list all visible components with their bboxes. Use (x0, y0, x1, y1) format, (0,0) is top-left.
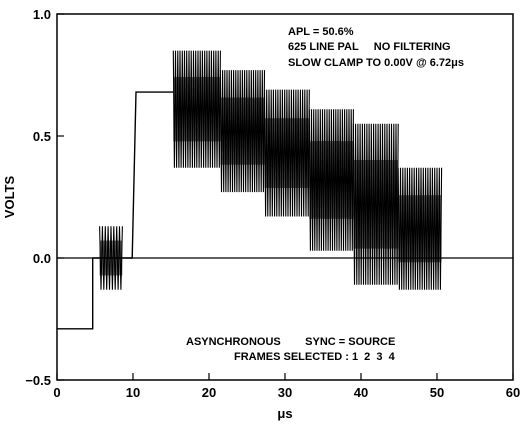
x-tick-label-20: 20 (202, 385, 216, 400)
chroma-step-3-core (264, 118, 310, 188)
waveform-trace-0 (57, 91, 174, 330)
annotation-pal-filter: 625 LINE PAL NO FILTERING (288, 41, 451, 53)
x-tick-label-0: 0 (53, 385, 60, 400)
waveform-group (57, 50, 443, 330)
y-tick-label-3: 1.0 (33, 7, 51, 22)
annotation-frames: FRAMES SELECTED : 1 2 3 4 (234, 351, 396, 363)
chroma-step-6-core (398, 195, 442, 263)
annotation-sync: ASYNCHRONOUS SYNC = SOURCE (186, 336, 395, 348)
y-tick-label-1: 0.0 (33, 251, 51, 266)
y-axis-title: VOLTS (2, 175, 17, 218)
x-axis-title: μs (277, 406, 292, 421)
x-tick-label-50: 50 (430, 385, 444, 400)
chroma-step-4-core (309, 141, 354, 219)
ticks-group: 0 10 20 30 40 50 60 −0.5 0.0 0.5 1.0 (25, 7, 520, 400)
chroma-step-2-core (220, 97, 265, 165)
color-burst-core (99, 240, 123, 276)
x-tick-label-60: 60 (506, 385, 520, 400)
chroma-step-5-core (353, 160, 399, 249)
x-tick-label-30: 30 (278, 385, 292, 400)
y-tick-label-0: −0.5 (25, 373, 51, 388)
chroma-step-1-core (173, 76, 221, 142)
y-tick-label-2: 0.5 (33, 129, 51, 144)
x-tick-label-10: 10 (126, 385, 140, 400)
chroma-step-1 (172, 50, 221, 168)
annotation-apl: APL = 50.6% (288, 26, 354, 38)
annotation-clamp: SLOW CLAMP TO 0.00V @ 6.72μs (288, 57, 464, 69)
x-tick-label-40: 40 (354, 385, 368, 400)
